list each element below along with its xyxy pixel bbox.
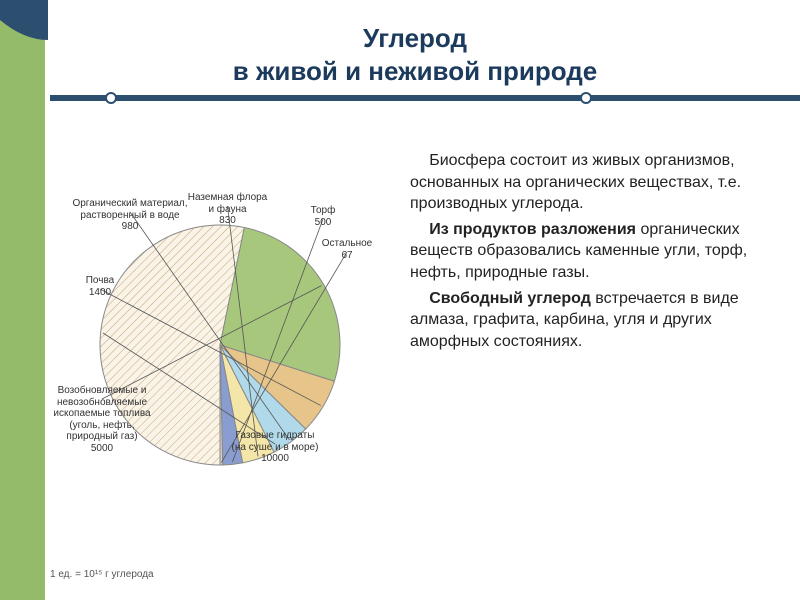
para3-bold: Свободный углерод bbox=[429, 290, 591, 307]
paragraph-2: Из продуктов разложения органических вещ… bbox=[410, 219, 782, 284]
content-area: Газовые гидраты(на суше и в море)10000Во… bbox=[50, 120, 782, 582]
body-text-pane: Биосфера состоит из живых организмов, ос… bbox=[410, 120, 782, 582]
header: Углерод в живой и неживой природе bbox=[50, 22, 800, 132]
para2-bold: Из продуктов разложения bbox=[429, 221, 636, 238]
page-title: Углерод в живой и неживой природе bbox=[130, 22, 700, 87]
header-divider bbox=[50, 95, 800, 101]
paragraph-1: Биосфера состоит из живых организмов, ос… bbox=[410, 150, 782, 215]
corner-fill bbox=[0, 0, 48, 40]
pie-label-other: Остальное67 bbox=[312, 238, 382, 261]
divider-dot-left bbox=[105, 92, 117, 104]
pie-label-soil: Почва1400 bbox=[70, 275, 130, 298]
title-line1: Углерод bbox=[363, 23, 467, 53]
title-line2: в живой и неживой природе bbox=[233, 56, 597, 86]
pie-label-flora_fauna: Наземная флораи фауна830 bbox=[180, 192, 275, 227]
divider-dot-right bbox=[580, 92, 592, 104]
paragraph-3: Свободный углерод встречается в виде алм… bbox=[410, 288, 782, 353]
sidebar-accent bbox=[0, 0, 45, 600]
pie-label-gas_hydrates: Газовые гидраты(на суше и в море)10000 bbox=[210, 430, 340, 465]
corner-decoration bbox=[0, 0, 48, 40]
chart-footnote: 1 ед. = 10¹⁵ г углерода bbox=[50, 569, 154, 580]
pie-label-fossil_fuels: Возобновляемые иневозобновляемыеископаем… bbox=[42, 385, 162, 454]
pie-chart-pane: Газовые гидраты(на суше и в море)10000Во… bbox=[50, 120, 410, 582]
pie-label-organic_water: Органический материал,растворенный в вод… bbox=[60, 198, 200, 233]
pie-label-peat: Торф500 bbox=[298, 205, 348, 228]
